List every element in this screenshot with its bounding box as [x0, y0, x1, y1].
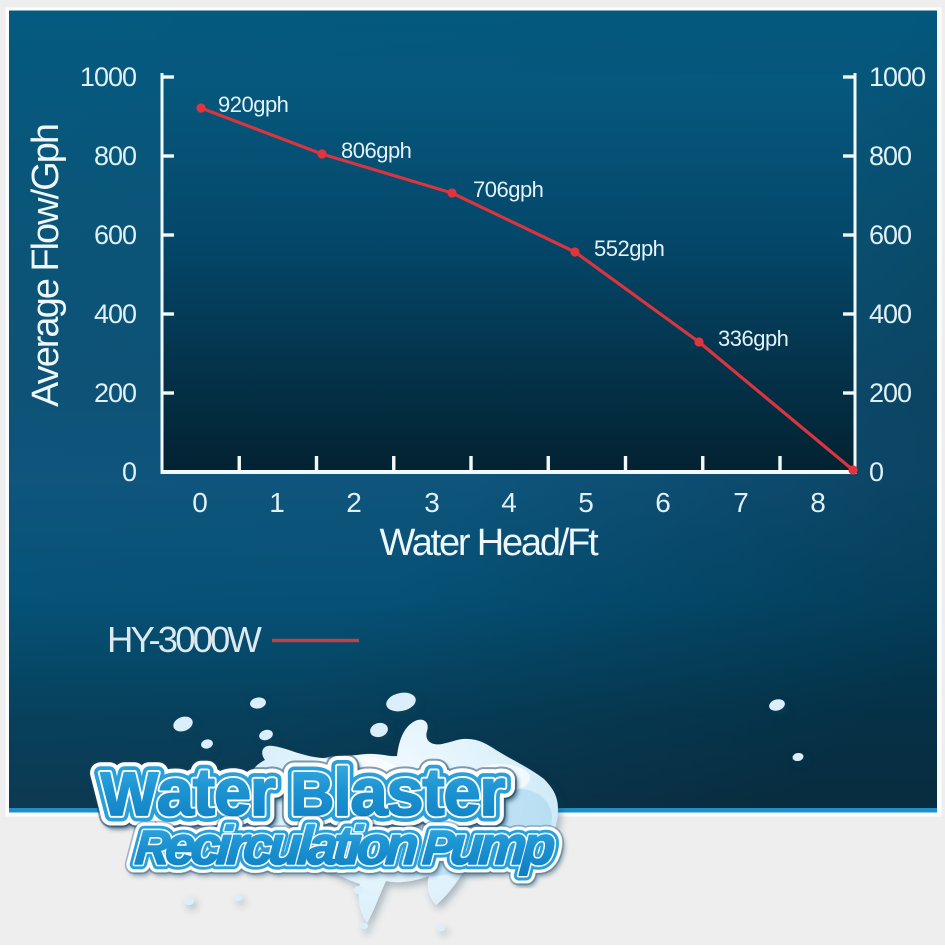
svg-text:806gph: 806gph [341, 138, 411, 163]
svg-text:600: 600 [869, 220, 911, 250]
svg-text:800: 800 [869, 141, 911, 171]
svg-text:0: 0 [192, 487, 208, 518]
svg-text:920gph: 920gph [218, 92, 288, 117]
svg-text:800: 800 [94, 141, 136, 171]
svg-text:1: 1 [269, 487, 285, 518]
svg-text:0: 0 [122, 457, 136, 487]
svg-text:1000: 1000 [80, 62, 136, 92]
svg-text:Water Blaster: Water Blaster [101, 755, 506, 830]
svg-text:336gph: 336gph [718, 326, 788, 351]
svg-text:Recirculation Pump: Recirculation Pump [133, 816, 557, 876]
svg-text:Recirculation Pump: Recirculation Pump [133, 816, 557, 876]
svg-text:Water Blaster: Water Blaster [101, 755, 506, 830]
svg-text:400: 400 [94, 299, 136, 329]
svg-text:Recirculation Pump: Recirculation Pump [133, 816, 557, 876]
svg-text:6: 6 [655, 487, 671, 518]
svg-text:2: 2 [346, 487, 362, 518]
svg-text:HY-3000W: HY-3000W [107, 619, 262, 660]
svg-text:706gph: 706gph [473, 177, 543, 202]
svg-text:Water Blaster: Water Blaster [101, 755, 506, 830]
svg-text:3: 3 [424, 487, 440, 518]
svg-text:Average Flow/Gph: Average Flow/Gph [25, 125, 67, 407]
svg-text:8: 8 [810, 487, 826, 518]
svg-text:5: 5 [578, 487, 594, 518]
svg-text:0: 0 [869, 457, 883, 487]
svg-text:1000: 1000 [869, 62, 925, 92]
svg-text:7: 7 [733, 487, 749, 518]
svg-text:Recirculation Pump: Recirculation Pump [133, 816, 557, 876]
svg-text:200: 200 [94, 378, 136, 408]
svg-text:552gph: 552gph [594, 236, 664, 261]
svg-text:Water Blaster: Water Blaster [101, 755, 506, 830]
svg-text:4: 4 [501, 487, 517, 518]
svg-text:Water Blaster: Water Blaster [101, 755, 506, 830]
svg-text:Water Head/Ft: Water Head/Ft [379, 522, 599, 564]
svg-text:600: 600 [94, 220, 136, 250]
svg-text:Recirculation Pump: Recirculation Pump [133, 816, 557, 876]
svg-text:200: 200 [869, 378, 911, 408]
svg-text:400: 400 [869, 299, 911, 329]
